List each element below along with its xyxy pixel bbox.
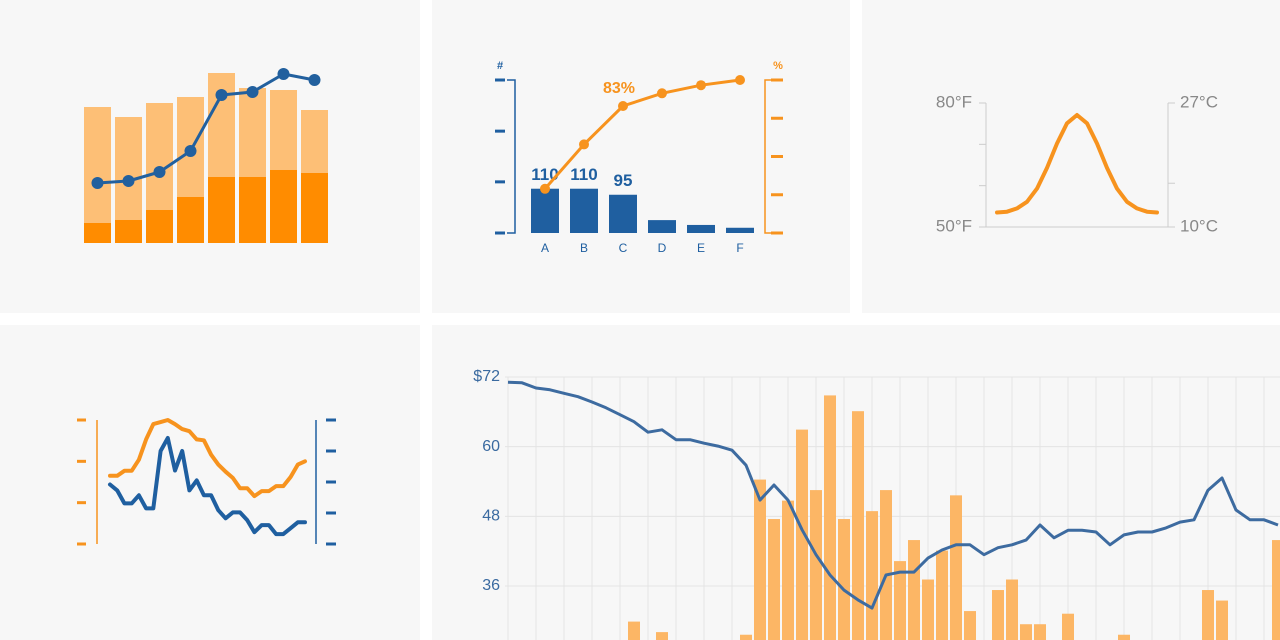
bar bbox=[84, 107, 111, 223]
bar bbox=[1202, 590, 1214, 640]
point bbox=[153, 166, 166, 178]
point bbox=[184, 145, 197, 157]
point bbox=[618, 101, 628, 112]
point bbox=[277, 68, 290, 80]
bar bbox=[177, 197, 204, 243]
y2-tick-label: 27°C bbox=[1180, 92, 1218, 111]
point bbox=[579, 139, 589, 150]
bar bbox=[852, 411, 864, 640]
bar bbox=[1034, 624, 1046, 640]
point bbox=[735, 75, 745, 85]
bar bbox=[208, 73, 235, 177]
bar bbox=[922, 579, 934, 640]
bar bbox=[115, 117, 142, 220]
line bbox=[108, 436, 307, 537]
bar bbox=[301, 110, 328, 173]
bar bbox=[726, 227, 754, 233]
line bbox=[543, 78, 741, 190]
bar bbox=[824, 395, 836, 640]
y-tick-label: 60 bbox=[482, 438, 500, 455]
y-tick-label: 50°F bbox=[936, 216, 972, 235]
data-label: 95 bbox=[614, 171, 633, 190]
bar bbox=[570, 188, 598, 233]
bar bbox=[656, 632, 668, 640]
bar bbox=[1006, 579, 1018, 640]
data-label: 110 bbox=[570, 165, 597, 184]
bar bbox=[740, 634, 752, 640]
data-label: 83% bbox=[603, 80, 635, 97]
point bbox=[91, 177, 104, 189]
bar bbox=[687, 224, 715, 233]
bar bbox=[838, 519, 850, 640]
y2-axis bbox=[764, 79, 773, 234]
bar bbox=[880, 490, 892, 640]
bar bbox=[270, 170, 297, 243]
bar bbox=[908, 540, 920, 640]
panel bbox=[0, 325, 420, 640]
x-tick-label: D bbox=[658, 241, 667, 255]
bar bbox=[950, 495, 962, 640]
bar bbox=[628, 621, 640, 640]
bar bbox=[782, 500, 794, 640]
bar bbox=[1272, 540, 1280, 640]
y-tick-label: 36 bbox=[482, 577, 500, 594]
point bbox=[657, 88, 667, 99]
y-axis-label: # bbox=[497, 60, 503, 72]
bar bbox=[146, 103, 173, 210]
x-tick-label: E bbox=[697, 241, 705, 255]
line bbox=[995, 113, 1159, 215]
x-tick-label: B bbox=[580, 241, 588, 255]
bar bbox=[810, 490, 822, 640]
line bbox=[108, 418, 307, 499]
bar bbox=[936, 550, 948, 640]
bar bbox=[894, 561, 906, 640]
x-tick-label: F bbox=[736, 241, 743, 255]
bar bbox=[992, 590, 1004, 640]
bar bbox=[1020, 624, 1032, 640]
bar bbox=[754, 479, 766, 640]
point bbox=[696, 80, 706, 91]
point bbox=[540, 183, 550, 194]
panel bbox=[862, 0, 1280, 313]
data-label: 110 bbox=[531, 165, 558, 184]
panel bbox=[432, 0, 850, 313]
bar bbox=[239, 177, 266, 243]
bar bbox=[768, 519, 780, 640]
bar bbox=[1216, 600, 1228, 640]
y2-tick-label: 10°C bbox=[1180, 216, 1218, 235]
bar bbox=[796, 429, 808, 640]
bar bbox=[609, 194, 637, 233]
bar bbox=[84, 223, 111, 243]
x-tick-label: A bbox=[541, 241, 549, 255]
point bbox=[215, 89, 228, 101]
y-axis bbox=[507, 79, 516, 234]
bar bbox=[1118, 634, 1130, 640]
y-tick-label: $72 bbox=[473, 368, 500, 385]
y2-axis-label: % bbox=[773, 60, 783, 72]
bar bbox=[964, 611, 976, 640]
line bbox=[507, 380, 1279, 610]
x-tick-label: C bbox=[619, 241, 628, 255]
bar bbox=[648, 220, 676, 233]
bar bbox=[301, 173, 328, 243]
bar bbox=[208, 177, 235, 243]
bar bbox=[146, 210, 173, 243]
point bbox=[308, 74, 321, 86]
y-tick-label: 80°F bbox=[936, 92, 972, 111]
bar bbox=[866, 511, 878, 640]
bar bbox=[239, 88, 266, 177]
bar bbox=[115, 220, 142, 243]
bar bbox=[531, 188, 559, 233]
bar bbox=[270, 90, 297, 170]
point bbox=[122, 175, 135, 187]
point bbox=[246, 86, 259, 98]
bar bbox=[1062, 613, 1074, 640]
y-tick-label: 48 bbox=[482, 508, 500, 525]
